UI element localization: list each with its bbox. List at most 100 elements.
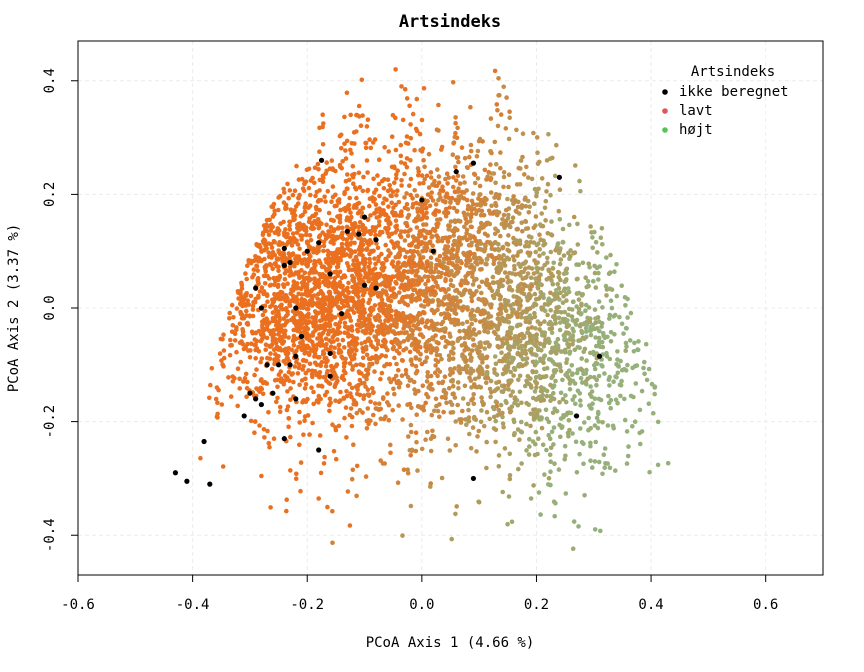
data-point (291, 333, 297, 339)
not-computed-point (207, 481, 213, 487)
data-point (489, 390, 494, 395)
data-point (368, 293, 374, 298)
data-point (424, 205, 429, 211)
data-point (454, 504, 460, 509)
data-point (373, 232, 378, 238)
data-point (379, 343, 385, 349)
data-point (520, 154, 525, 160)
data-point (589, 394, 594, 400)
data-point (478, 202, 484, 207)
data-point (312, 165, 318, 170)
data-point (264, 246, 270, 251)
data-point (535, 451, 540, 457)
data-point (464, 230, 469, 236)
data-point (563, 347, 568, 353)
data-point (462, 335, 468, 341)
data-point (494, 102, 500, 107)
data-point (358, 123, 364, 128)
data-point (286, 195, 292, 201)
data-point (581, 371, 586, 377)
data-point (593, 316, 598, 321)
data-point (484, 439, 490, 445)
not-computed-point (253, 285, 259, 291)
data-point (546, 132, 551, 137)
data-point (308, 225, 314, 231)
data-point (462, 180, 467, 185)
data-point (451, 346, 456, 351)
data-point (376, 258, 381, 264)
data-point (611, 426, 616, 431)
data-point (403, 263, 409, 268)
data-point (515, 288, 520, 294)
data-point (349, 232, 355, 237)
data-point (454, 295, 459, 300)
data-point (621, 331, 626, 336)
data-point (507, 303, 513, 308)
data-point (550, 410, 556, 416)
data-point (518, 158, 524, 163)
data-point (383, 302, 388, 308)
data-point (387, 362, 393, 367)
data-point (286, 369, 292, 375)
data-point (476, 374, 482, 380)
data-point (583, 325, 589, 331)
data-point (534, 397, 539, 402)
data-point (465, 212, 471, 217)
data-point (254, 367, 259, 372)
data-point (413, 237, 419, 243)
data-point (221, 348, 227, 353)
data-point (624, 461, 630, 466)
data-point (425, 264, 431, 269)
data-point (404, 156, 410, 161)
data-point (258, 378, 264, 383)
data-point (583, 308, 588, 314)
data-point (254, 263, 260, 269)
data-point (522, 197, 528, 202)
data-point (468, 445, 474, 451)
data-point (516, 466, 521, 472)
data-point (300, 302, 305, 307)
data-point (470, 396, 476, 401)
data-point (426, 151, 432, 157)
data-point (387, 281, 392, 286)
data-point (381, 280, 386, 286)
data-point (528, 293, 533, 299)
data-point (595, 250, 600, 255)
data-point (546, 476, 552, 481)
data-point (495, 336, 500, 342)
data-point (496, 280, 502, 286)
data-point (574, 370, 580, 376)
data-point (567, 427, 572, 433)
data-point (578, 403, 583, 408)
data-point (544, 189, 549, 194)
data-point (347, 195, 353, 201)
data-point (323, 363, 329, 369)
data-point (372, 401, 378, 406)
data-point (296, 221, 302, 227)
data-point (238, 291, 243, 297)
data-point (378, 302, 384, 308)
data-point (500, 421, 506, 426)
data-point (273, 340, 279, 346)
data-point (492, 231, 498, 237)
data-point (394, 172, 399, 177)
data-point (245, 298, 251, 303)
data-point (316, 245, 321, 250)
data-point (480, 360, 485, 365)
data-point (304, 232, 309, 238)
data-point (340, 159, 346, 164)
data-point (391, 241, 396, 247)
data-point (586, 305, 592, 310)
data-point (405, 336, 410, 342)
data-point (564, 338, 569, 343)
data-point (307, 337, 312, 343)
data-point (541, 251, 546, 256)
data-point (424, 379, 430, 384)
data-point (399, 178, 404, 183)
data-point (349, 414, 355, 420)
data-point (462, 224, 467, 230)
data-point (506, 248, 512, 254)
not-computed-point (327, 271, 333, 277)
data-point (369, 342, 374, 348)
data-point (241, 316, 247, 321)
